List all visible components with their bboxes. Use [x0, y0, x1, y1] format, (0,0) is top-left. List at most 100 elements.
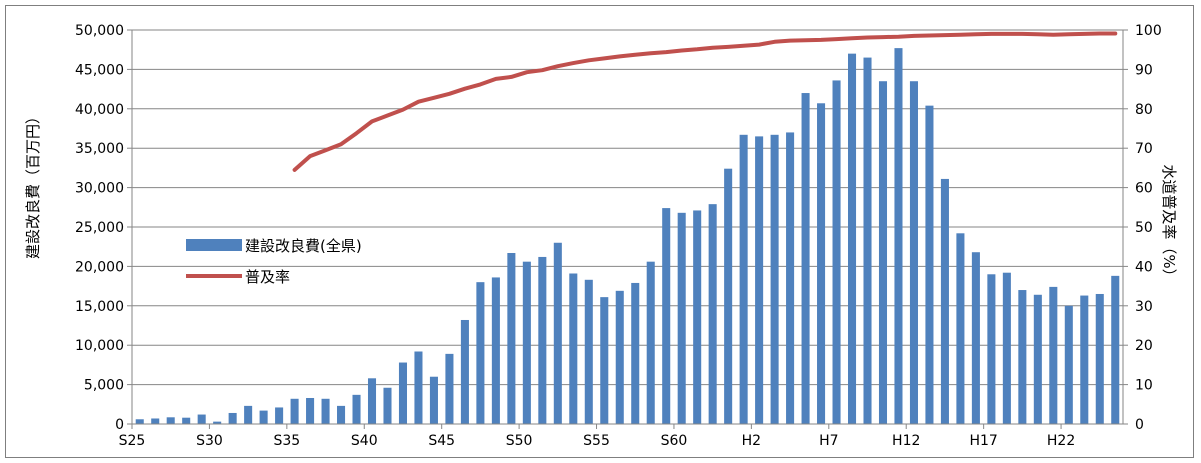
- bar: [197, 414, 206, 424]
- bar: [367, 378, 377, 424]
- legend-swatch-bars: [186, 239, 242, 251]
- bar: [693, 210, 702, 424]
- left-tick-label: 10,000: [75, 338, 124, 354]
- x-tick-label: H12: [892, 433, 920, 449]
- bar: [878, 81, 888, 424]
- left-tick-label: 50,000: [75, 23, 124, 39]
- bar: [817, 103, 826, 424]
- bar: [956, 233, 965, 424]
- x-tick-label: H22: [1047, 433, 1075, 449]
- bar: [894, 48, 903, 425]
- right-tick-label: 50: [1135, 220, 1153, 236]
- bar: [213, 421, 222, 424]
- bar: [863, 57, 872, 425]
- bar: [987, 274, 996, 424]
- right-tick-label: 80: [1135, 102, 1153, 118]
- left-axis-ticks: 0 5,000 10,000 15,000 20,000 25,000 30,000 35,0…: [75, 23, 132, 433]
- x-axis-ticks: S25 S30 S35 S40 S45 S50 S55 S60 H2 H7 H12 H17 H22: [119, 424, 1075, 449]
- right-axis-ticks: 0 10 20 30 40 50 60 70 80 90 100: [1123, 23, 1162, 433]
- left-tick-label: 40,000: [75, 102, 124, 118]
- x-tick-label: S50: [506, 433, 533, 449]
- line-series: [292, 31, 1118, 172]
- bar: [801, 93, 810, 424]
- right-tick-label: 20: [1135, 338, 1153, 354]
- x-tick-label: S30: [196, 433, 223, 449]
- bar: [584, 279, 593, 424]
- left-tick-label: 20,000: [75, 259, 124, 275]
- bar: [383, 387, 392, 424]
- bar: [166, 417, 175, 424]
- bar: [770, 134, 779, 424]
- bar: [352, 394, 361, 424]
- bar: [337, 405, 346, 424]
- legend: 建設改良費(全県) 普及率: [186, 237, 362, 286]
- bar: [476, 282, 485, 424]
- bar: [739, 134, 748, 424]
- bar: [1049, 286, 1058, 424]
- bar-series: [135, 48, 1120, 425]
- right-tick-label: 40: [1135, 259, 1153, 275]
- x-tick-label: H17: [969, 433, 997, 449]
- chart-frame: 0 5,000 10,000 15,000 20,000 25,000 30,000 35,0…: [5, 5, 1194, 458]
- bar: [398, 362, 408, 424]
- legend-label-line: 普及率: [245, 268, 290, 286]
- right-tick-label: 100: [1135, 23, 1162, 39]
- left-tick-label: 25,000: [75, 220, 124, 236]
- x-tick-label: S35: [273, 433, 300, 449]
- x-tick-label: H2: [742, 433, 761, 449]
- right-tick-label: 60: [1135, 181, 1153, 197]
- bar: [786, 132, 795, 424]
- y-axis-right-label: 水道普及率（%）: [1160, 164, 1178, 283]
- x-tick-label: S55: [583, 433, 610, 449]
- right-tick-label: 30: [1135, 299, 1153, 315]
- bar: [306, 397, 315, 424]
- bar: [445, 353, 454, 424]
- right-tick-label: 70: [1135, 141, 1153, 157]
- bar: [832, 80, 841, 424]
- bar: [646, 261, 655, 424]
- bar: [631, 282, 640, 424]
- left-tick-label: 30,000: [75, 181, 124, 197]
- bar: [940, 178, 949, 424]
- bar: [724, 168, 733, 424]
- bar: [1080, 295, 1089, 424]
- bar: [662, 208, 671, 424]
- bar: [507, 253, 516, 424]
- x-tick-label: H7: [819, 433, 838, 449]
- x-tick-label: S60: [661, 433, 688, 449]
- right-tick-label: 0: [1135, 417, 1144, 433]
- chart: 0 5,000 10,000 15,000 20,000 25,000 30,000 35,0…: [24, 23, 1178, 449]
- legend-swatch-line: [186, 274, 242, 278]
- bar: [569, 273, 578, 424]
- bar: [414, 351, 423, 424]
- bar: [909, 81, 918, 424]
- bar: [615, 290, 624, 424]
- bar: [182, 417, 191, 424]
- left-tick-label: 45,000: [75, 62, 124, 78]
- bar: [259, 410, 268, 424]
- bar: [321, 398, 330, 424]
- bar: [847, 53, 857, 424]
- bar: [600, 297, 609, 424]
- bar: [1064, 305, 1073, 424]
- bar: [1033, 294, 1042, 424]
- bar: [228, 412, 237, 424]
- right-tick-label: 10: [1135, 378, 1153, 394]
- x-tick-label: S40: [351, 433, 378, 449]
- bar: [275, 407, 284, 424]
- legend-label-bars: 建設改良費(全県): [245, 237, 362, 255]
- bar: [538, 256, 547, 424]
- bar: [755, 136, 764, 424]
- bar: [1111, 275, 1120, 424]
- bar: [151, 418, 160, 424]
- right-tick-label: 90: [1135, 62, 1153, 78]
- bar: [290, 398, 299, 424]
- x-tick-label: S45: [428, 433, 455, 449]
- left-tick-label: 0: [115, 417, 124, 433]
- bar: [244, 405, 253, 424]
- bar: [971, 252, 980, 424]
- left-tick-label: 35,000: [75, 141, 124, 157]
- bar: [553, 242, 562, 424]
- bar: [1018, 290, 1027, 424]
- bar: [491, 277, 500, 424]
